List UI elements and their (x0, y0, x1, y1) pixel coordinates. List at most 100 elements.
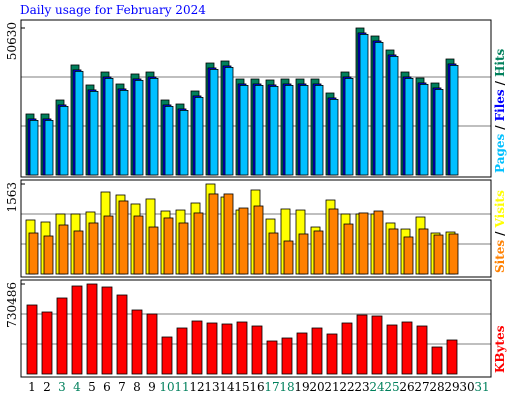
x-tick-label: 4 (73, 380, 81, 394)
bar (389, 55, 399, 176)
x-tick-label: 30 (459, 380, 474, 394)
bar (86, 283, 98, 375)
bar (449, 64, 459, 176)
bar (176, 327, 188, 375)
x-tick-label: 22 (339, 380, 354, 394)
bar (71, 285, 83, 375)
bar (131, 309, 143, 375)
x-tick-label: 15 (234, 380, 249, 394)
bar (359, 33, 369, 176)
x-tick-label: 20 (309, 380, 324, 394)
x-tick-label: 9 (148, 380, 156, 394)
bar (373, 210, 384, 275)
bar (358, 212, 369, 275)
bar (401, 321, 413, 375)
x-tick-label: 26 (399, 380, 414, 394)
legend-separator: / (493, 80, 507, 85)
bar (149, 78, 159, 176)
x-tick-label: 6 (103, 380, 111, 394)
bar (104, 78, 114, 176)
bar (191, 320, 203, 375)
bar (266, 340, 278, 375)
bar (56, 297, 68, 375)
x-tick-label: 28 (429, 380, 444, 394)
bar (103, 215, 114, 275)
legend: Sites / Visits (493, 190, 507, 273)
x-tick-label: 1 (28, 380, 36, 394)
bar (44, 119, 54, 176)
bar (314, 85, 324, 176)
bar (431, 346, 443, 375)
bar (356, 314, 368, 375)
legend-entry: Files (493, 89, 507, 121)
bar (119, 89, 129, 176)
bar (161, 336, 173, 375)
bar (299, 85, 309, 176)
bar (403, 236, 414, 275)
x-tick-label: 31 (474, 380, 489, 394)
bar (284, 85, 294, 176)
bar (418, 228, 429, 275)
bar (88, 222, 99, 275)
bar (148, 226, 159, 275)
x-tick-label: 7 (118, 380, 126, 394)
bar (236, 321, 248, 375)
x-tick-label: 25 (384, 380, 399, 394)
bar (178, 222, 189, 275)
bar (206, 322, 218, 375)
bar (74, 70, 84, 176)
legend-separator: / (493, 125, 507, 130)
bar (416, 325, 428, 375)
x-tick-label: 27 (414, 380, 429, 394)
x-tick-label: 16 (249, 380, 264, 394)
bar (26, 304, 38, 375)
bar (208, 193, 219, 275)
bar (163, 217, 174, 275)
bar (164, 105, 174, 176)
x-tick-label: 14 (219, 380, 235, 394)
bar (311, 327, 323, 375)
x-tick-label: 13 (204, 380, 219, 394)
bar (116, 294, 128, 375)
bar (134, 79, 144, 176)
bar (41, 311, 53, 375)
bar (194, 96, 204, 176)
x-tick-label: 10 (159, 380, 174, 394)
bar (101, 286, 113, 375)
bar (341, 322, 353, 375)
bar (209, 69, 219, 176)
x-tick-label: 2 (43, 380, 51, 394)
legend-entry: Sites (493, 240, 507, 273)
x-tick-label: 17 (264, 380, 279, 394)
chart-title: Daily usage for February 2024 (20, 3, 206, 17)
bar (404, 78, 414, 176)
bar (224, 66, 234, 176)
bar (446, 339, 458, 375)
bar (179, 109, 189, 176)
bar (238, 207, 249, 275)
bar (433, 234, 444, 275)
bar (89, 90, 99, 176)
x-tick-label: 24 (369, 380, 385, 394)
bar (223, 193, 234, 275)
x-tick-label: 18 (279, 380, 294, 394)
legend: Pages / Files / Hits (493, 48, 507, 173)
x-tick-label: 8 (133, 380, 141, 394)
x-tick-label: 5 (88, 380, 96, 394)
x-tick-label: 3 (58, 380, 66, 394)
legend: KBytes (493, 325, 507, 373)
bar (371, 315, 383, 375)
bar (29, 119, 39, 176)
bar (43, 235, 54, 275)
bar (239, 85, 249, 176)
bar (434, 89, 444, 176)
bar (251, 325, 263, 375)
bar (221, 323, 233, 375)
bar (343, 223, 354, 275)
legend-entry: Pages (493, 133, 507, 173)
bar (329, 98, 339, 176)
x-tick-label: 29 (444, 380, 459, 394)
y-tick-label: 50630 (5, 22, 19, 60)
